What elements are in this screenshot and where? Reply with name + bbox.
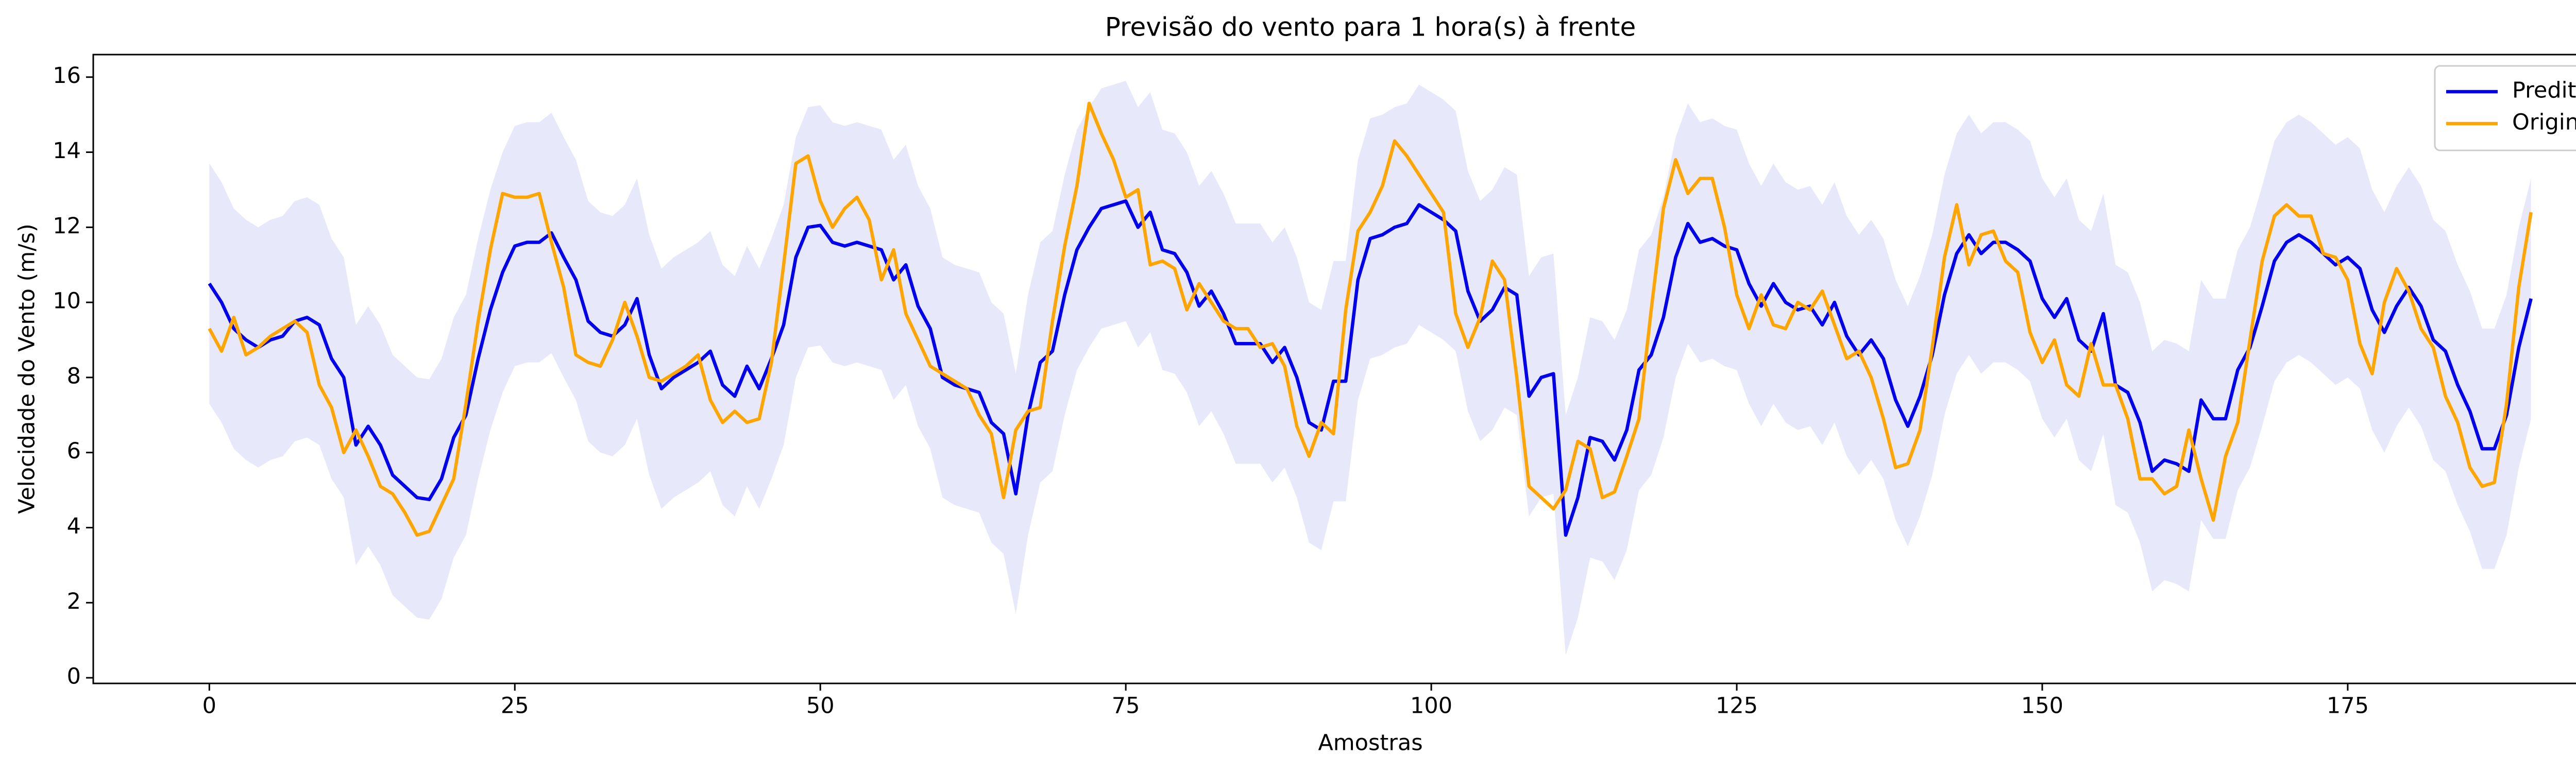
series-line xyxy=(208,199,2533,537)
x-tick-label: 25 xyxy=(501,693,529,719)
y-tick-label: 0 xyxy=(67,664,81,690)
series-line xyxy=(208,101,2533,537)
legend-box xyxy=(2434,65,2576,151)
y-tick-label: 8 xyxy=(67,363,81,389)
legend: Predito Original xyxy=(2434,65,2576,151)
x-tick-label: 100 xyxy=(1410,693,1452,719)
y-tick-label: 6 xyxy=(67,438,81,464)
x-tick-label: 75 xyxy=(1112,693,1140,719)
y-tick-label: 12 xyxy=(53,213,81,239)
confidence-band xyxy=(209,81,2531,656)
x-tick-label: 150 xyxy=(2021,693,2063,719)
y-tick-label: 4 xyxy=(67,513,81,539)
x-tick-label: 50 xyxy=(806,693,835,719)
y-tick-label: 2 xyxy=(67,589,81,614)
chart-title: Previsão do vento para 1 hora(s) à frent… xyxy=(1105,12,1636,42)
y-tick-label: 16 xyxy=(53,63,81,89)
x-tick-label: 175 xyxy=(2327,693,2369,719)
x-axis-label: Amostras xyxy=(1318,730,1422,756)
x-tick-label: 0 xyxy=(202,693,216,719)
y-tick-label: 14 xyxy=(53,138,81,164)
legend-label: Predito xyxy=(2512,78,2576,104)
legend-label: Original xyxy=(2512,110,2576,135)
x-tick-label: 125 xyxy=(1716,693,1758,719)
plot-frame xyxy=(92,54,2576,684)
y-tick-label: 10 xyxy=(53,288,81,314)
y-axis-label: Velocidade do Vento (m/s) xyxy=(14,224,40,514)
